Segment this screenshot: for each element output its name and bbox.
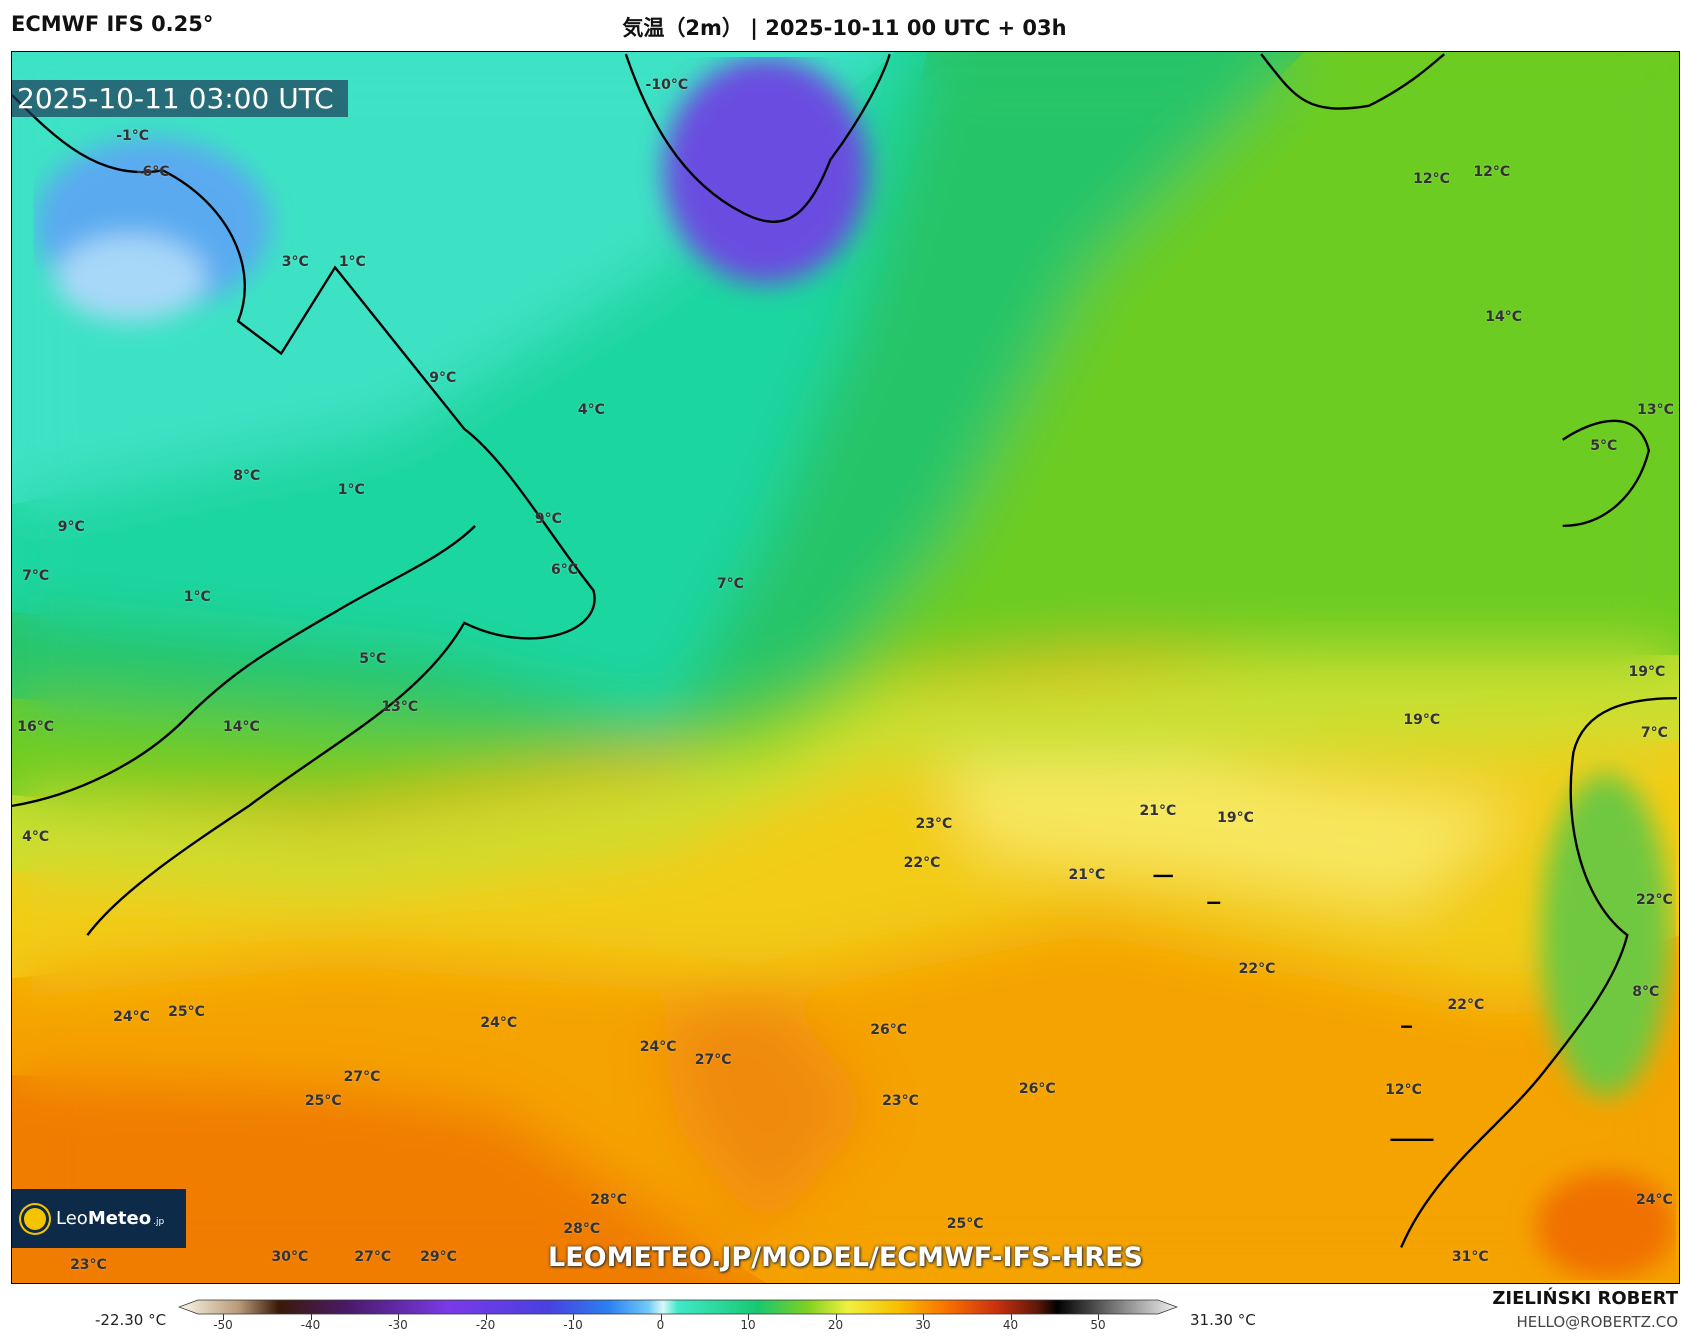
temperature-label: 29°C [420, 1249, 457, 1266]
temperature-label: 12°C [1385, 1082, 1422, 1099]
temperature-label: 5°C [1590, 438, 1618, 455]
colorbar-max-label: 31.30 °C [1190, 1311, 1256, 1329]
colorbar-tick-label: -40 [300, 1318, 321, 1332]
temperature-label: 26°C [1018, 1081, 1056, 1098]
colorbar-tick-mark [398, 1314, 399, 1320]
temperature-label: 28°C [563, 1221, 601, 1238]
temperature-label: 1°C [338, 254, 366, 270]
temperature-label: 24°C [480, 1015, 518, 1032]
temperature-map: -10°C -1°C -6°C 3°C 1°C 12°C 12°C 14°C 9°C 4°C 13°… [11, 51, 1680, 1284]
colorbar-tick-label: 50 [1090, 1318, 1106, 1332]
temperature-label: 9°C [429, 370, 457, 387]
temperature-label: 5°C [359, 651, 387, 668]
temperature-label: 12°C [1413, 171, 1450, 188]
colorbar-tick-mark [660, 1314, 662, 1320]
temperature-label: 25°C [168, 1003, 205, 1020]
temperature-label: 23°C [915, 816, 953, 833]
valid-time-stamp: 2025-10-11 03:00 UTC [12, 80, 348, 117]
temperature-label: 21°C [1139, 803, 1177, 820]
temperature-label: 4°C [577, 401, 605, 418]
watermark-url: LEOMETEO.JP/MODEL/ECMWF-IFS-HRES [548, 1242, 1143, 1273]
logo-text: LeoMeteo .jp [56, 1208, 165, 1229]
temperature-label: 8°C [1632, 984, 1660, 1001]
colorbar-tick-mark [223, 1314, 224, 1320]
colorbar-tick-label: -10 [563, 1318, 583, 1332]
temperature-label: 3°C [281, 254, 309, 270]
temperature-label: -6°C [136, 163, 170, 180]
colorbar-tick-mark [573, 1314, 574, 1320]
temperature-label: 19°C [1628, 664, 1666, 681]
temperature-label: 23°C [882, 1092, 919, 1109]
temperature-label: 21°C [1068, 866, 1106, 883]
temperature-label: -10°C [645, 77, 689, 94]
temperature-label: 16°C [17, 719, 55, 736]
temperature-label: 27°C [694, 1052, 732, 1069]
temperature-label: 19°C [1403, 711, 1441, 728]
colorbar-tick-mark [1010, 1314, 1012, 1320]
colorbar-tick-label: 40 [1002, 1318, 1019, 1332]
temperature-label: 28°C [590, 1192, 628, 1209]
chart-title: 気温（2m） | 2025-10-11 00 UTC + 03h [622, 16, 1067, 40]
colorbar-tick-label: -20 [475, 1318, 496, 1332]
temperature-label: 13°C [381, 698, 419, 715]
temperature-label: 24°C [639, 1039, 677, 1056]
temperature-label: 9°C [57, 518, 85, 535]
temperature-label: 27°C [343, 1069, 381, 1086]
colorbar-tick-label: 10 [740, 1318, 756, 1332]
temperature-label: 31°C [1451, 1249, 1489, 1266]
temperature-label: 22°C [1447, 997, 1485, 1014]
temperature-label: 1°C [183, 588, 211, 605]
colorbar-tick-mark [748, 1314, 749, 1320]
leometeo-logo: LeoMeteo .jp [12, 1189, 186, 1248]
colorbar-tick-mark [835, 1314, 837, 1320]
colorbar-min-label: -22.30 °C [95, 1311, 167, 1329]
colorbar-tick-label: 20 [827, 1318, 844, 1332]
temperature-label: 14°C [223, 719, 260, 736]
temperature-label: 24°C [1636, 1192, 1673, 1209]
temperature-label: 4°C [22, 829, 50, 846]
author-credit: ZIELIŃSKI ROBERT [1492, 1288, 1678, 1309]
temperature-label: 19°C [1217, 809, 1254, 826]
colorbar-tick-mark [923, 1314, 924, 1320]
temperature-label: -1°C [116, 128, 150, 144]
temperature-label: 8°C [233, 468, 261, 485]
temperature-label: 7°C [22, 568, 50, 585]
temperature-label: 30°C [271, 1249, 309, 1266]
temperature-label: 22°C [903, 854, 941, 871]
temperature-label: 1°C [337, 482, 365, 499]
temperature-field [12, 52, 1679, 1283]
temperature-label: 22°C [1238, 960, 1276, 977]
colorbar [178, 1299, 1178, 1315]
temperature-label: 13°C [1637, 401, 1674, 418]
temperature-label: 7°C [716, 576, 744, 593]
temperature-label: 23°C [70, 1256, 107, 1273]
model-name: ECMWF IFS 0.25° [11, 12, 214, 36]
colorbar-tick-label: -30 [388, 1318, 408, 1332]
temperature-label: 26°C [870, 1021, 908, 1038]
colorbar-tick-mark [310, 1314, 312, 1320]
temperature-label: 25°C [946, 1215, 984, 1232]
colorbar-tick-mark [485, 1314, 487, 1320]
temperature-label: 6°C [550, 562, 579, 579]
temperature-label: 9°C [534, 511, 562, 528]
temperature-label: 12°C [1473, 163, 1511, 180]
temperature-label: 27°C [354, 1249, 392, 1266]
colorbar-tick-mark [1098, 1314, 1099, 1320]
temperature-label: 14°C [1485, 308, 1523, 325]
colorbar-tick-label: 30 [915, 1318, 931, 1332]
temperature-label: 25°C [304, 1092, 342, 1109]
colorbar-tick-label: 0 [656, 1318, 665, 1332]
sun-icon [24, 1207, 46, 1230]
temperature-label: 7°C [1640, 724, 1668, 741]
temperature-label: 24°C [113, 1008, 150, 1025]
author-email: HELLO@ROBERTZ.CO [1516, 1313, 1678, 1331]
temperature-label: 22°C [1636, 891, 1673, 908]
colorbar-tick-label: -50 [213, 1318, 233, 1332]
